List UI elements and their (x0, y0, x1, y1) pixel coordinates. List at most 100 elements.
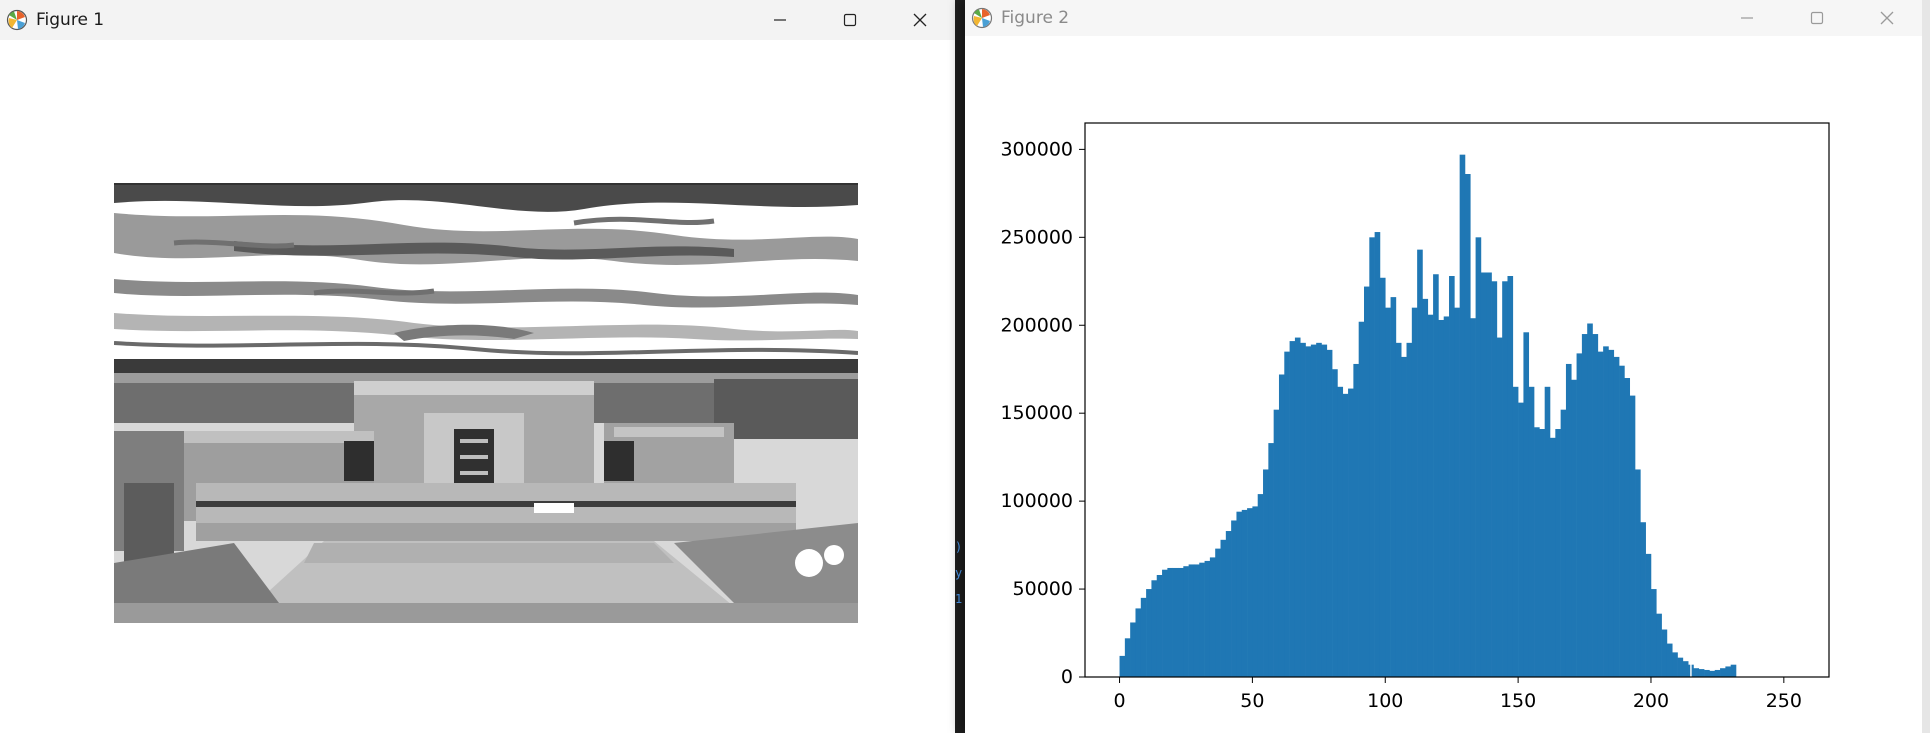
histogram-bar (1268, 443, 1274, 677)
figure-2-title: Figure 2 (1001, 8, 1070, 28)
figure-2-window: Figure 2 0 50000 100000 150000 200000 250000 3… (965, 0, 1930, 733)
histogram-bar (1666, 643, 1673, 677)
histogram-bar (1119, 655, 1126, 677)
histogram-bar (1209, 557, 1216, 677)
histogram-bar (1539, 429, 1545, 677)
histogram-bar (1348, 388, 1354, 677)
background-code-text: y (955, 566, 963, 580)
histogram-bar (1555, 429, 1561, 677)
minimize-button[interactable] (745, 0, 815, 40)
figure-2-titlebar[interactable]: Figure 2 (965, 0, 1930, 36)
histogram-bar (1528, 386, 1535, 677)
histogram-bar (1167, 567, 1173, 677)
histogram-bar (1629, 395, 1636, 677)
histogram-bar (1433, 274, 1439, 677)
histogram-bar (1252, 506, 1259, 677)
close-icon (913, 13, 927, 27)
histogram-bar (1672, 652, 1678, 677)
histogram-bar (1395, 342, 1402, 677)
histogram-bar (1502, 281, 1508, 677)
background-editor-strip: ) y 1 (955, 0, 965, 733)
y-tick-label: 300000 (1000, 138, 1073, 160)
histogram-bar (1560, 409, 1567, 677)
maximize-button[interactable] (815, 0, 885, 40)
histogram-bar (1310, 344, 1317, 677)
histogram-bar (1624, 378, 1631, 677)
histogram-bar (1263, 469, 1269, 677)
minimize-icon (1741, 17, 1753, 19)
histogram-bar (1151, 580, 1158, 677)
close-button[interactable] (885, 0, 955, 40)
histogram-bar (1640, 522, 1646, 677)
maximize-button[interactable] (1782, 0, 1852, 36)
histogram-bar (1619, 365, 1625, 677)
histogram-bar (1379, 277, 1386, 677)
x-tick-label: 0 (1113, 690, 1125, 712)
histogram-bar (1571, 379, 1577, 677)
histogram-bar (1491, 281, 1498, 677)
close-button[interactable] (1852, 0, 1922, 36)
histogram-bar (1518, 402, 1524, 677)
minimize-button[interactable] (1712, 0, 1782, 36)
figure-1-titlebar[interactable]: Figure 1 (0, 0, 955, 40)
y-tick-label: 100000 (1000, 490, 1073, 512)
histogram-bar (1374, 232, 1381, 678)
histogram-bar (1512, 386, 1519, 677)
histogram-bar (1650, 589, 1657, 677)
y-tick-label: 0 (1061, 666, 1073, 688)
histogram-bar (1597, 351, 1604, 677)
figure-1-window: Figure 1 (0, 0, 955, 733)
maximize-icon (1810, 11, 1824, 25)
histogram-bar (1464, 174, 1471, 677)
histogram-bar (1698, 669, 1705, 677)
histogram-bar (1247, 508, 1253, 677)
histogram-bar (1300, 342, 1306, 677)
histogram-bar (1178, 567, 1184, 677)
histogram-bar (1417, 249, 1423, 677)
histogram-bar (1656, 613, 1662, 677)
figure-1-canvas (0, 40, 955, 733)
histogram-bar (1427, 314, 1434, 677)
histogram-bar (1332, 369, 1338, 677)
y-tick-label: 50000 (1013, 578, 1073, 600)
histogram-bar (1289, 341, 1296, 677)
x-axis: 0 50 100 150 200 250 (1113, 677, 1802, 712)
histogram-bar (1709, 670, 1716, 677)
histogram-bar (1358, 321, 1365, 677)
histogram-bar (1534, 427, 1540, 677)
axes-frame (1084, 122, 1830, 678)
histogram-bar (1124, 638, 1131, 677)
histogram-bar (1449, 276, 1455, 677)
maximize-icon (843, 13, 857, 27)
histogram-bar (1199, 562, 1205, 677)
histogram-bar (1608, 349, 1615, 677)
histogram-bar (1411, 307, 1418, 677)
histogram-bar (1704, 669, 1710, 677)
histogram-bar (1422, 298, 1429, 677)
histogram-bar (1241, 509, 1248, 677)
histogram-bar (1193, 564, 1200, 677)
histogram-bar (1364, 286, 1370, 677)
histogram-bar (1661, 629, 1668, 677)
background-code-text: 1 (955, 592, 963, 606)
histogram-bar (1284, 351, 1290, 677)
histogram-bar (1486, 272, 1492, 677)
figure-1-title: Figure 1 (36, 10, 105, 30)
histogram-bar (1146, 589, 1152, 677)
histogram-bar (1645, 553, 1652, 677)
histogram-bar (1156, 574, 1163, 677)
histogram-bar (1162, 569, 1168, 677)
histogram-bar (1321, 344, 1328, 677)
histogram-bar (1475, 237, 1482, 678)
y-axis: 0 50000 100000 150000 200000 250000 300000 (1000, 138, 1085, 688)
minimize-icon (774, 19, 786, 21)
histogram-bar (1507, 276, 1514, 677)
histogram-bar (1550, 437, 1556, 677)
histogram-bar (1480, 272, 1487, 677)
histogram-bar (1316, 342, 1322, 677)
histogram-bar (1613, 356, 1620, 677)
histogram-bar (1369, 237, 1375, 678)
y-tick-label: 200000 (1000, 314, 1073, 336)
histogram-bar (1576, 353, 1583, 677)
histogram-bar (1183, 566, 1189, 677)
